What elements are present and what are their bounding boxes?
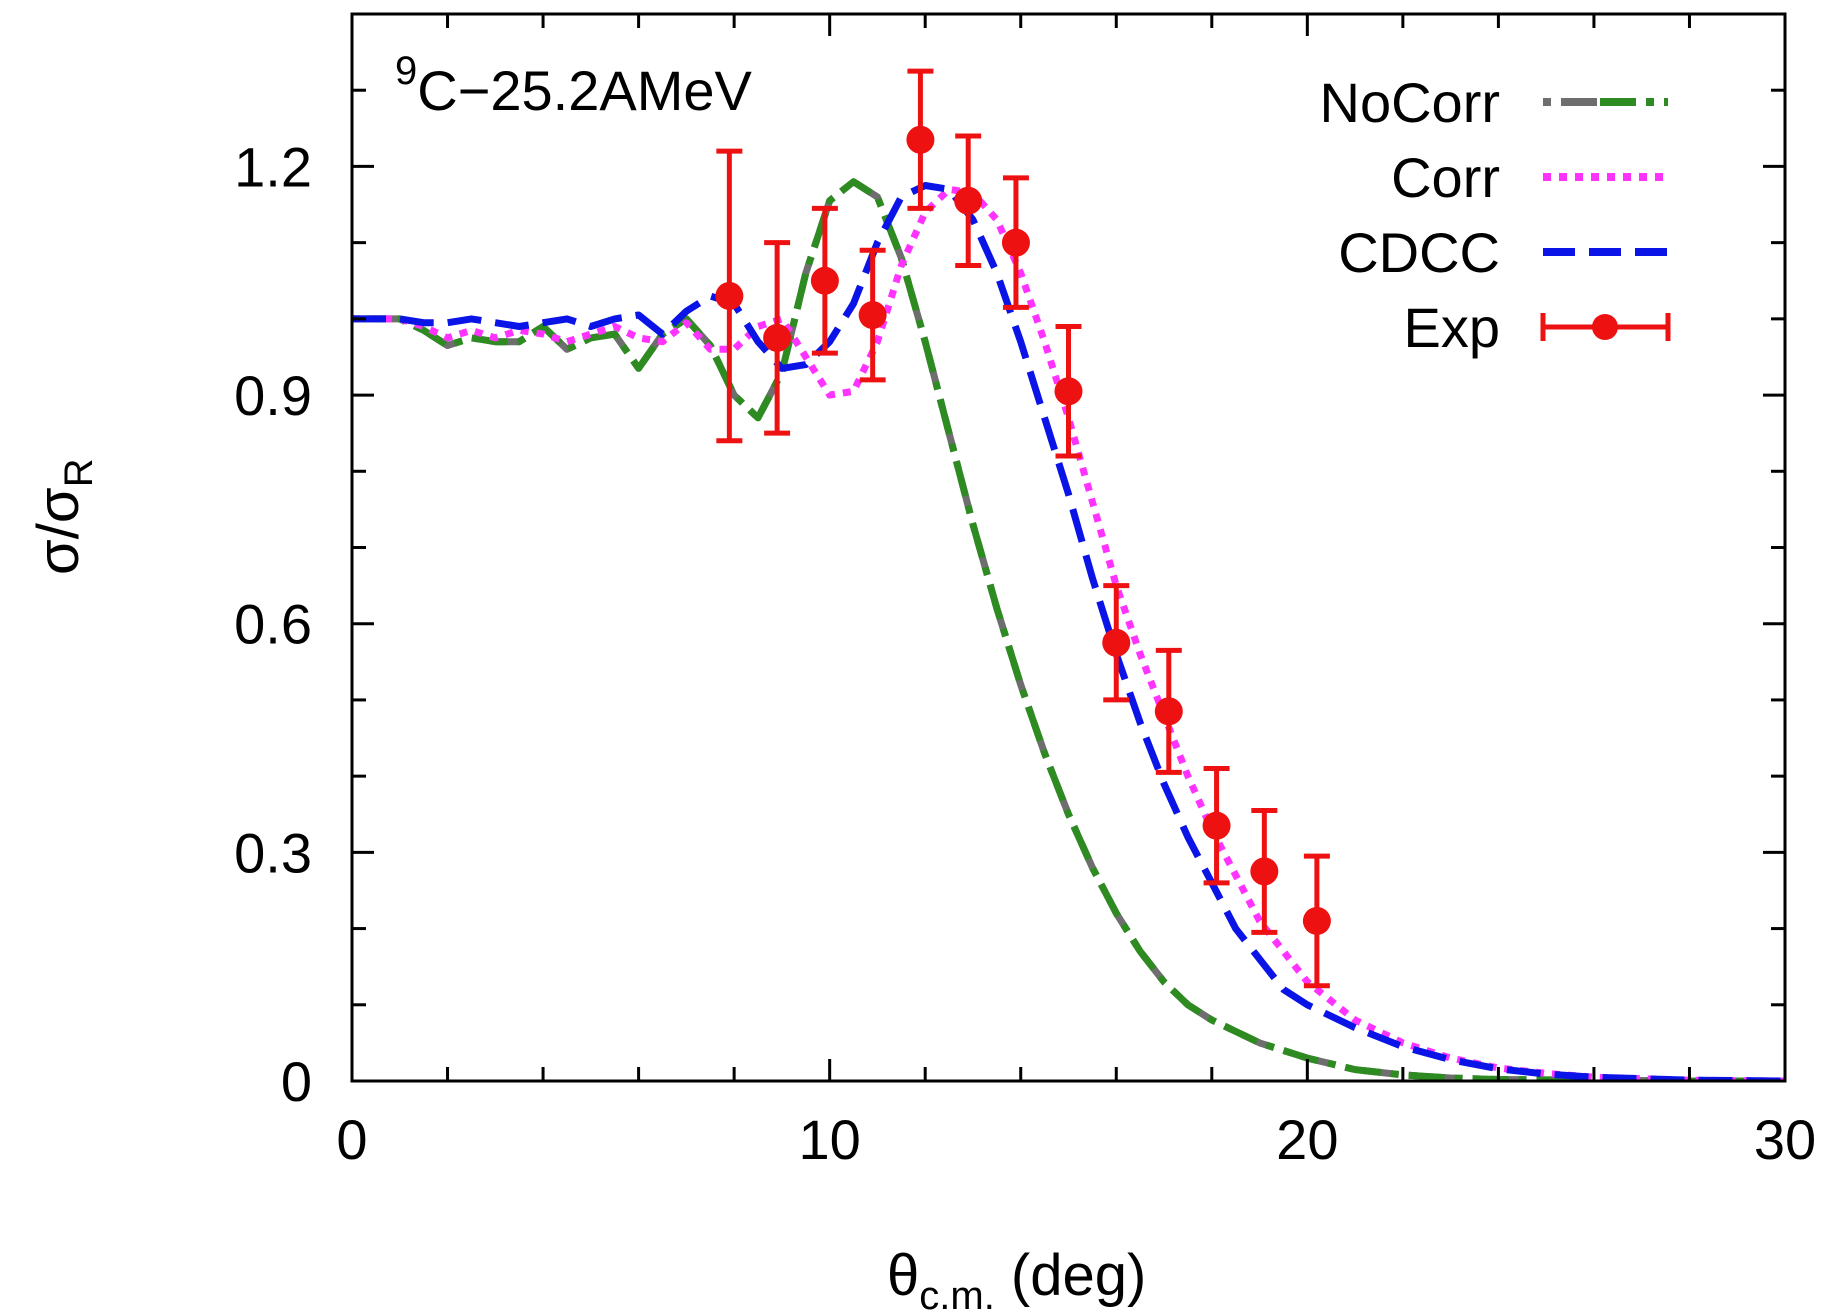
x-tick-label: 10 bbox=[799, 1108, 861, 1171]
exp-point bbox=[810, 205, 839, 356]
y-tick-label: 0.3 bbox=[234, 821, 312, 884]
exp-point bbox=[1001, 175, 1030, 310]
y-tick-label: 1.2 bbox=[234, 135, 312, 198]
series-line-corr bbox=[352, 185, 1785, 1081]
exp-marker bbox=[1302, 906, 1331, 935]
exp-point bbox=[858, 247, 887, 383]
exp-point bbox=[763, 240, 792, 436]
exp-marker bbox=[1154, 697, 1183, 726]
exp-marker bbox=[810, 266, 839, 295]
chart-title: 9C−25.2AMeV bbox=[395, 49, 753, 122]
exp-marker bbox=[1001, 228, 1030, 257]
tick-layer: 0 10 20 30 0 0.3 0.6 0.9 1.2 bbox=[234, 12, 1816, 1171]
exp-marker bbox=[1202, 811, 1231, 840]
x-axis-title: θc.m. (deg) bbox=[887, 1243, 1146, 1316]
legend-label-nocorr: NoCorr bbox=[1320, 71, 1500, 134]
exp-point bbox=[1054, 323, 1083, 459]
legend-item-nocorr: NoCorr bbox=[1320, 71, 1668, 134]
x-tick-label: 0 bbox=[336, 1108, 367, 1171]
x-tick-label: 30 bbox=[1754, 1108, 1816, 1171]
x-axis-title-subscript: c.m. bbox=[919, 1274, 995, 1316]
exp-marker bbox=[1054, 377, 1083, 406]
y-tick-label: 0.6 bbox=[234, 593, 312, 656]
exp-point bbox=[1154, 647, 1183, 775]
plot-frame bbox=[350, 12, 1787, 1083]
legend-item-cdcc: CDCC bbox=[1338, 221, 1668, 284]
x-tick-label: 20 bbox=[1276, 1108, 1338, 1171]
exp-marker bbox=[715, 281, 744, 310]
exp-point bbox=[715, 148, 744, 444]
series-layer bbox=[352, 178, 1785, 1081]
legend-item-corr: Corr bbox=[1391, 146, 1668, 209]
x-axis-title-main: θ bbox=[887, 1243, 919, 1308]
exp-marker bbox=[1250, 857, 1279, 886]
exp-point bbox=[1202, 766, 1231, 886]
exp-marker bbox=[763, 323, 792, 352]
y-axis-title: σ/σR bbox=[26, 458, 101, 575]
exp-point bbox=[1302, 853, 1331, 989]
exp-point bbox=[954, 133, 983, 269]
exp-marker bbox=[906, 125, 935, 154]
legend-label-corr: Corr bbox=[1391, 146, 1500, 209]
title-superscript: 9 bbox=[395, 49, 417, 93]
exp-marker bbox=[1102, 628, 1131, 657]
legend-item-exp: Exp bbox=[1404, 296, 1671, 359]
y-axis-title-subscript: R bbox=[57, 458, 101, 487]
y-tick-label: 0.9 bbox=[234, 364, 312, 427]
series-line-cdcc bbox=[352, 182, 1785, 1081]
series-line-nocorr bbox=[352, 178, 1785, 1081]
experimental-layer bbox=[715, 68, 1331, 989]
x-axis-title-rest: (deg) bbox=[995, 1243, 1147, 1308]
exp-marker bbox=[954, 186, 983, 215]
exp-point bbox=[1250, 807, 1279, 935]
legend-label-cdcc: CDCC bbox=[1338, 221, 1500, 284]
legend: NoCorr Corr CDCC Exp bbox=[1320, 71, 1671, 359]
y-tick-label: 0 bbox=[281, 1050, 312, 1113]
legend-label-exp: Exp bbox=[1404, 296, 1501, 359]
title-main: C−25.2AMeV bbox=[417, 59, 752, 122]
y-axis-title-main: σ/σ bbox=[26, 487, 91, 575]
exp-point bbox=[906, 68, 935, 211]
legend-swatch-exp-marker bbox=[1592, 314, 1618, 340]
exp-point bbox=[1102, 583, 1131, 703]
exp-marker bbox=[858, 301, 887, 330]
